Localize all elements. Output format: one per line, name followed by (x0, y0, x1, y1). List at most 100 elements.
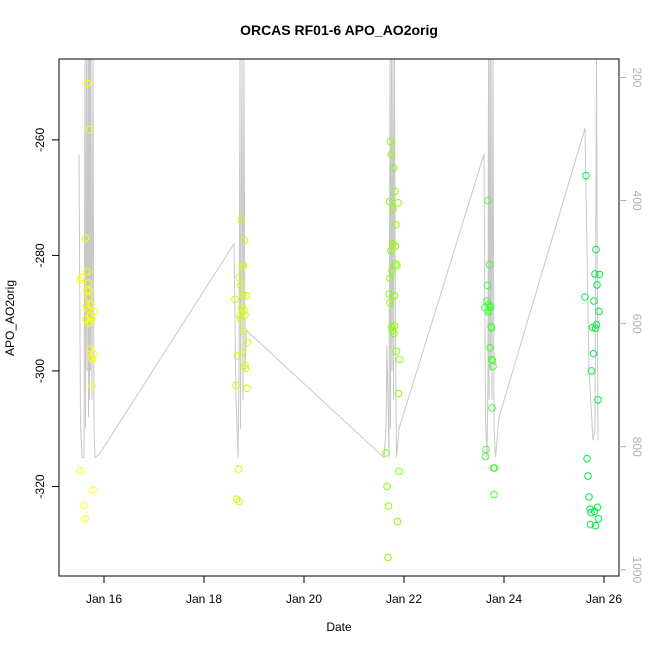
y-tick-label: -280 (33, 243, 47, 267)
data-point (239, 262, 248, 270)
data-point (231, 295, 239, 304)
data-point (389, 240, 397, 248)
y-tick-label: -260 (33, 128, 47, 152)
data-point (593, 503, 602, 512)
data-point (488, 356, 497, 365)
data-points-layer (76, 79, 604, 562)
data-point (490, 490, 498, 499)
data-point (83, 267, 91, 276)
y2-tick-label: 200 (630, 67, 644, 87)
data-point (235, 497, 243, 506)
data-point (90, 307, 98, 316)
data-point (394, 199, 402, 207)
data-point (389, 164, 398, 172)
data-point (391, 187, 399, 196)
data-point (395, 355, 404, 364)
data-point (86, 312, 94, 321)
data-point (83, 286, 91, 294)
data-point (241, 311, 249, 319)
x-tick-label: Jan 20 (286, 592, 322, 606)
y-tick-label: -300 (33, 359, 47, 383)
data-point (242, 292, 251, 300)
x-axis-label: Date (326, 620, 352, 634)
data-point (240, 306, 248, 315)
data-point (84, 293, 93, 302)
data-point (486, 344, 494, 352)
data-point (392, 347, 401, 356)
data-point (590, 297, 598, 305)
data-point (386, 137, 395, 146)
data-point (89, 349, 98, 358)
data-point (239, 291, 247, 300)
data-point (392, 260, 400, 268)
data-point (595, 307, 603, 316)
x-tick-label: Jan 26 (586, 592, 622, 606)
data-point (243, 338, 252, 347)
data-point (386, 299, 394, 307)
data-point (586, 520, 595, 529)
data-point (487, 324, 496, 333)
data-point (387, 323, 396, 331)
data-point (238, 348, 246, 357)
y-tick-label: -320 (33, 474, 47, 498)
data-point (486, 302, 494, 311)
data-point (387, 150, 396, 159)
data-point (386, 274, 394, 283)
y2-tick-label: 1000 (630, 556, 644, 583)
data-point (584, 472, 592, 480)
data-point (388, 266, 396, 275)
data-point (593, 281, 601, 289)
data-point (236, 281, 245, 290)
data-point (88, 382, 96, 390)
data-point (595, 270, 604, 279)
data-point (234, 465, 243, 473)
data-point (235, 273, 243, 282)
data-point (391, 242, 400, 250)
data-point (85, 125, 94, 134)
data-point (591, 324, 600, 333)
data-point (587, 508, 595, 517)
data-point (77, 273, 86, 282)
data-point (591, 521, 600, 530)
data-point (232, 381, 240, 390)
data-point (236, 311, 244, 320)
data-point (237, 216, 245, 224)
altitude-series-layer (78, 59, 599, 459)
x-tick-label: Jan 24 (486, 592, 522, 606)
data-point (84, 279, 92, 287)
data-point (88, 355, 97, 364)
y2-tick-label: 800 (630, 437, 644, 457)
altitude-line (78, 59, 599, 459)
data-point (384, 502, 393, 510)
data-point (394, 389, 403, 398)
data-point (583, 454, 591, 463)
chart-title: ORCAS RF01-6 APO_AO2orig (240, 22, 438, 38)
secondary-y-axis: 200 400 600 800 1000 (619, 67, 644, 584)
data-point (592, 245, 600, 254)
data-point (581, 293, 589, 301)
data-point (489, 362, 497, 371)
y2-tick-label: 400 (630, 191, 644, 211)
data-point (83, 79, 92, 88)
y-axis-label: APO_AO2orig (3, 280, 17, 356)
data-point (236, 315, 245, 323)
data-point (87, 301, 95, 309)
data-point (594, 515, 603, 523)
data-point (395, 467, 403, 476)
data-point (383, 482, 391, 491)
data-point (484, 308, 493, 316)
data-point (482, 445, 490, 454)
data-point (387, 247, 395, 255)
data-point (76, 467, 85, 475)
data-point (589, 349, 598, 358)
data-point (393, 262, 401, 270)
x-tick-label: Jan 22 (386, 592, 422, 606)
data-point (382, 449, 390, 457)
y-axis: -260 -280 -300 -320 (33, 128, 59, 498)
data-point (582, 171, 590, 180)
data-point (81, 515, 89, 523)
data-point (484, 196, 492, 205)
data-point (243, 384, 251, 393)
x-tick-label: Jan 16 (86, 592, 122, 606)
